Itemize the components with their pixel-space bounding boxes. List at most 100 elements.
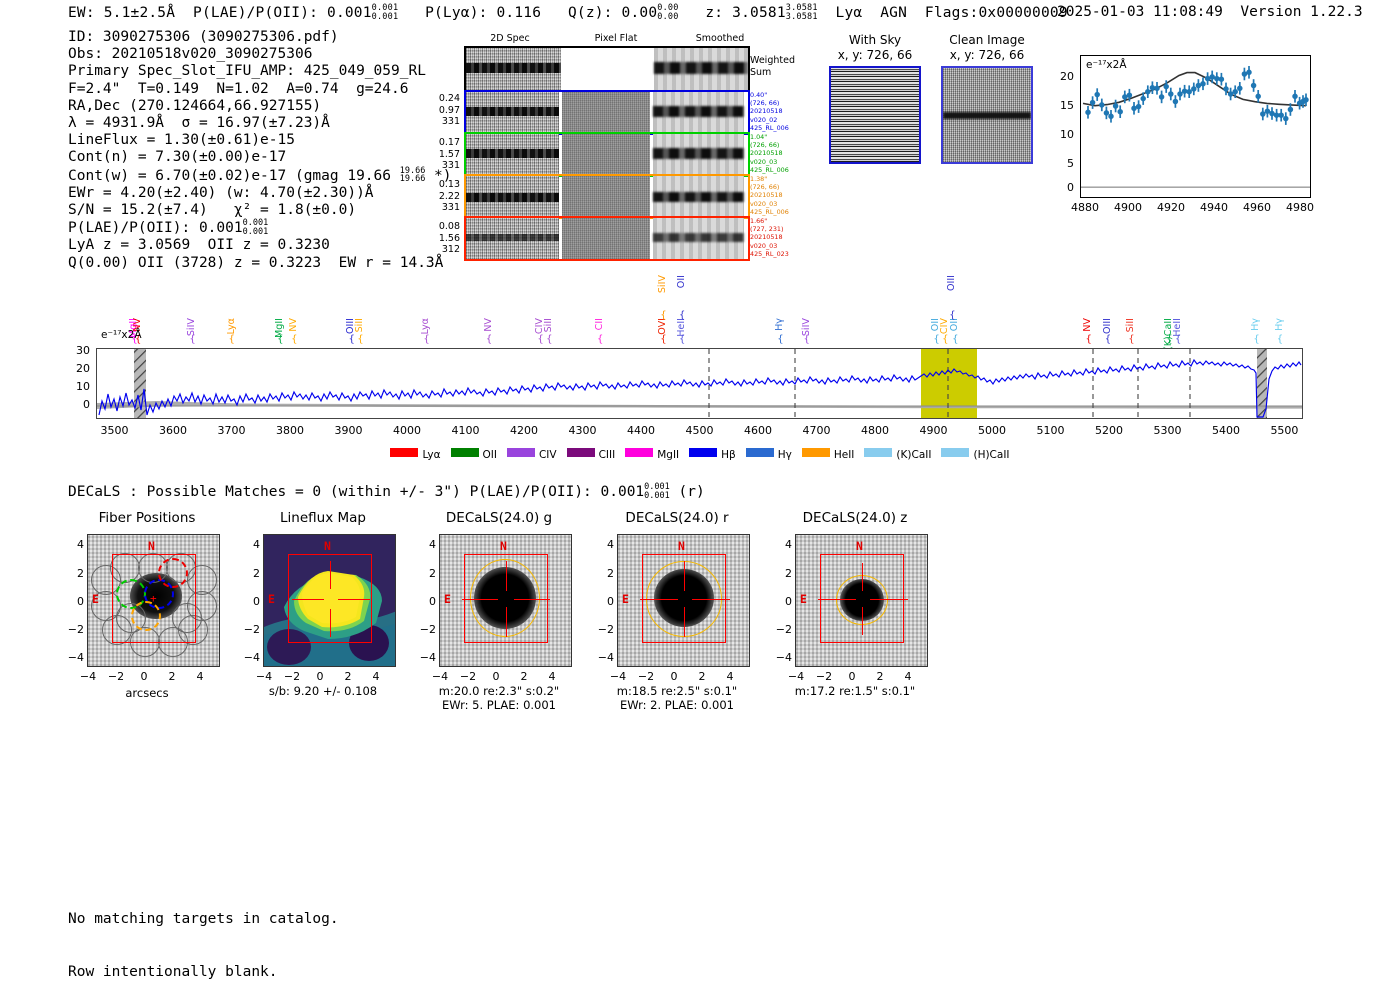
line-fit-chart: e⁻¹⁷x2Å [1040, 55, 1315, 215]
panel-sub1: m:17.2 re:1.5" s:0.1" [794, 684, 916, 698]
compass-east: E [268, 592, 275, 606]
panel-ytick: 4 [77, 538, 84, 551]
info-snr-chi2: S/N = 15.2(±7.4) χ² = 1.8(±0.0) [68, 202, 357, 219]
legend-swatch [801, 448, 830, 457]
panel-xtick: 2 [520, 670, 528, 683]
spectrum-xtick: 3500 [100, 424, 129, 437]
lineflux-map-image: N E [263, 534, 396, 667]
compass-north: N [856, 539, 863, 553]
clean-image-image [941, 66, 1033, 164]
spectrum-line-brace: { [933, 334, 940, 345]
panel-ytick: −4 [597, 651, 614, 664]
header-plae-range: 0.001 0.001 [371, 3, 399, 22]
spec2d-fiber-row [464, 174, 750, 219]
panel-lineflux-map: Lineflux Map N E 4 2 0 −2 −4 −4 −2 0 2 4… [238, 510, 408, 710]
spec2d-fiber-row [464, 90, 750, 135]
legend-label: CIV [538, 449, 557, 461]
legend-label: HeII [833, 449, 855, 461]
decals-g-image: N E [439, 534, 572, 667]
line-fit-units-label: e⁻¹⁷x2Å [1086, 59, 1127, 71]
compass-east: E [622, 592, 629, 606]
panel-ytick: 4 [785, 538, 792, 551]
spectrum-line-brace: { [423, 334, 430, 345]
spectrum-line-label: Hγ [1273, 318, 1285, 331]
spectrum-xtick: 4500 [685, 424, 714, 437]
spec2d-row-left-labels: 0.24 0.97 331 [438, 93, 460, 127]
spectrum-ytick: 10 [76, 380, 90, 393]
spectrum-line-brace: { [803, 334, 810, 345]
info-plae: P(LAE)/P(OII): 0.001 0.001 0.001 [68, 218, 269, 237]
legend-item: (H)CaII [941, 448, 1010, 461]
panel-ytick: 2 [607, 567, 614, 580]
header-classification: AGN [880, 4, 908, 21]
compass-north: N [148, 539, 155, 553]
legend-item: OII [450, 448, 497, 461]
fiber-positions-image: + N E [87, 534, 220, 667]
info-q-oii: Q(0.00) OII (3728) z = 0.3223 EW r = 14.… [68, 254, 444, 271]
fiber-red [158, 558, 188, 588]
legend-label: (H)CaII [973, 449, 1010, 461]
spec2d-weighted-pixelflat-image [561, 48, 654, 90]
spectrum-line-label: OII [675, 275, 687, 289]
spectrum-line-label: NV [1082, 318, 1094, 332]
info-lineflux: LineFlux = 1.30(±0.61)e-15 [68, 132, 295, 149]
spectrum-xtick: 4200 [510, 424, 538, 437]
legend-label: Hβ [721, 449, 736, 461]
panel-ytick: −4 [419, 651, 436, 664]
panel-xtick: −4 [609, 670, 627, 683]
spectrum-line-label: Hγ [774, 318, 786, 331]
spectrum-line-label: NV [482, 318, 494, 332]
spectrum-ytick: 30 [76, 344, 90, 357]
aperture-box [464, 554, 548, 643]
header-flags: Flags:0x00000009 [924, 4, 1068, 21]
line-fit-plot-svg [1081, 66, 1310, 188]
panel-ytick: 0 [77, 595, 84, 608]
spectrum-line-brace: { [348, 334, 355, 345]
detection-info-block: ID: 3090275306 (3090275306.pdf) Obs: 202… [68, 29, 452, 272]
header-qz-value: 0.00 [621, 4, 658, 21]
panel-ytick: 2 [253, 567, 260, 580]
panel-xtick: 0 [140, 670, 148, 683]
legend-label: OII [482, 449, 497, 461]
compass-north: N [324, 539, 331, 553]
panel-xtick: 4 [196, 670, 204, 683]
info-cont-n: Cont(n) = 7.30(±0.00)e-17 [68, 149, 287, 166]
panel-sub1: m:20.0 re:2.3" s:0.2" [438, 684, 560, 698]
spectrum-line-brace: { [660, 310, 667, 321]
spectrum-line-brace: { [678, 310, 686, 321]
legend-swatch [689, 448, 718, 457]
spectrum-line-brace: { [131, 334, 138, 345]
spec2d-fiber-row [464, 216, 750, 261]
info-cont-w: Cont(w) = 6.70(±0.02)e-17 (gmag 19.66 19… [68, 165, 452, 185]
spectrum-axes: e⁻¹⁷x2Å [96, 329, 1303, 419]
spec2d-weighted-smoothed-image [654, 48, 748, 90]
spec2d-col-header-2dspec: 2D Spec [490, 33, 530, 44]
header-z-value: 3.0581 [732, 4, 786, 21]
panel-xtick: −2 [459, 670, 477, 683]
spectrum-units-label: e⁻¹⁷x2Å [101, 329, 142, 341]
panel-xtick: 4 [548, 670, 556, 683]
panel-xtick: 2 [876, 670, 884, 683]
legend-label: (K)CaII [896, 449, 932, 461]
panel-ytick: −2 [775, 623, 792, 636]
spec2d-row-left-labels: 0.08 1.56 312 [438, 221, 460, 255]
info-plae-range: 0.001 0.001 [242, 218, 269, 237]
spec2d-row-left-labels: 0.13 2.22 331 [438, 179, 460, 213]
panel-ytick: 2 [77, 567, 84, 580]
spec2d-fiber-row [464, 132, 750, 177]
panel-ytick: 0 [253, 595, 260, 608]
spectrum-line-label: SiII [354, 318, 366, 333]
legend-swatch [864, 448, 893, 457]
fiber-orange [131, 601, 161, 631]
header-z-range: 3.0581 3.0581 [785, 3, 818, 22]
panel-xtick: 4 [904, 670, 912, 683]
panel-decals-z: DECaLS(24.0) z N E 4 2 0 −2 −4 −4 −2 0 2… [770, 510, 940, 710]
spectrum-xtick: 5500 [1270, 424, 1299, 437]
line-fit-ytick: 15 [1060, 99, 1074, 112]
spectrum-ytick: 0 [83, 398, 90, 411]
legend-swatch [450, 448, 479, 457]
panel-ytick: 4 [253, 538, 260, 551]
compass-north: N [500, 539, 507, 553]
line-fit-ytick: 20 [1060, 70, 1074, 83]
panel-xtick: 2 [344, 670, 352, 683]
